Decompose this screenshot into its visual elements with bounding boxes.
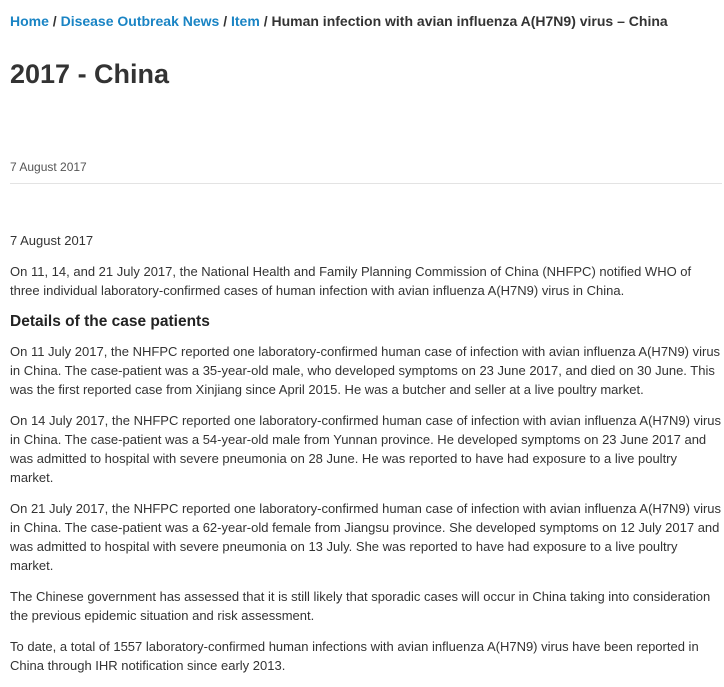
publish-date: 7 August 2017 (10, 160, 87, 174)
section-heading: Details of the case patients (10, 313, 210, 330)
breadcrumb-home-link[interactable]: Home (10, 13, 49, 29)
case-paragraph-1: On 11 July 2017, the NHFPC reported one … (10, 344, 721, 397)
case-paragraph-3: On 21 July 2017, the NHFPC reported one … (10, 501, 722, 573)
breadcrumb-current-page: Human infection with avian influenza A(H… (271, 13, 668, 29)
case-paragraph-2: On 14 July 2017, the NHFPC reported one … (10, 413, 722, 485)
totals-paragraph: To date, a total of 1557 laboratory-conf… (10, 639, 699, 673)
page-title: 2017 - China (10, 59, 170, 89)
breadcrumb-separator: / (223, 13, 228, 29)
breadcrumb-separator: / (263, 13, 268, 29)
breadcrumb-item-link[interactable]: Item (231, 13, 260, 29)
breadcrumb-separator: / (52, 13, 57, 29)
article-date: 7 August 2017 (10, 233, 94, 248)
breadcrumb-disease-outbreak-news-link[interactable]: Disease Outbreak News (60, 13, 220, 29)
header-divider (10, 183, 722, 184)
assessment-paragraph: The Chinese government has assessed that… (10, 589, 711, 623)
breadcrumb: Home / Disease Outbreak News / Item / Hu… (10, 12, 720, 30)
intro-paragraph: On 11, 14, and 21 July 2017, the Nationa… (10, 264, 692, 298)
article-body: 7 August 2017 On 11, 14, and 21 July 201… (10, 231, 722, 687)
